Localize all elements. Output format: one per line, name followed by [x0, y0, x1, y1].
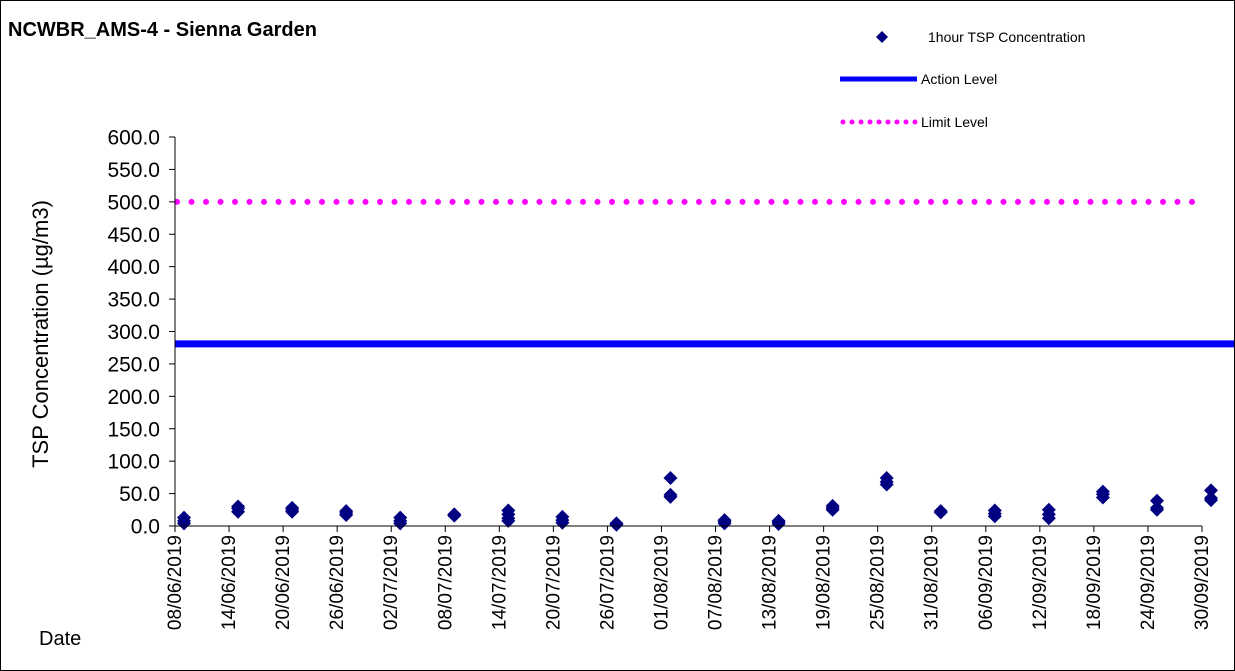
data-point: [501, 503, 516, 518]
legend-label-action-level: Action Level: [921, 71, 997, 87]
y-tick-label: 450.0: [107, 224, 160, 247]
data-point: [393, 510, 408, 525]
x-tick-label: 14/06/2019: [219, 535, 240, 630]
legend-diamond-marker: [876, 31, 888, 43]
data-point: [879, 471, 894, 486]
x-tick-label: 20/06/2019: [273, 535, 294, 630]
y-tick-label: 150.0: [107, 418, 160, 441]
x-tick-label: 02/07/2019: [381, 535, 402, 630]
data-point: [231, 499, 246, 514]
y-tick-label: 250.0: [107, 353, 160, 376]
x-tick-label: 26/06/2019: [327, 535, 348, 630]
data-point: [1204, 483, 1219, 498]
y-tick-label: 600.0: [107, 127, 160, 150]
x-axis: 08/06/2019 14/06/2019 20/06/2019 26/06/2019…: [165, 526, 1213, 630]
legend-label-scatter: 1hour TSP Concentration: [928, 29, 1085, 45]
x-tick-label: 26/07/2019: [597, 535, 618, 630]
x-tick-label: 20/07/2019: [543, 535, 564, 630]
chart-title: NCWBR_AMS-4 - Sienna Garden: [8, 19, 317, 41]
y-tick-label: 100.0: [107, 451, 160, 474]
data-point: [663, 471, 678, 486]
y-axis: 0.0 50.0 100.0 150.0 200.0 250.0 300.0 350.0 400…: [107, 127, 175, 539]
data-point: [987, 503, 1002, 518]
x-tick-label: 14/07/2019: [489, 535, 510, 630]
x-tick-label: 08/06/2019: [165, 535, 186, 630]
x-tick-label: 01/08/2019: [651, 535, 672, 630]
y-tick-label: 550.0: [107, 159, 160, 182]
x-tick-label: 06/09/2019: [976, 535, 997, 630]
y-axis-label: TSP Concentration (µg/m3): [28, 200, 53, 468]
data-point: [933, 504, 948, 519]
legend-label-limit-level: Limit Level: [921, 114, 988, 130]
x-tick-label: 18/09/2019: [1084, 535, 1105, 630]
y-tick-label: 300.0: [107, 321, 160, 344]
reference-lines: [174, 198, 1234, 348]
y-tick-label: 500.0: [107, 191, 160, 214]
data-point: [339, 504, 354, 519]
data-point: [1204, 491, 1219, 506]
legend-item-action-level: Action Level: [840, 71, 997, 87]
data-point: [771, 513, 786, 528]
y-tick-label: 400.0: [107, 256, 160, 279]
data-point: [1149, 500, 1164, 515]
legend-item-limit-level: Limit Level: [840, 114, 988, 130]
x-axis-label: Date: [39, 628, 81, 650]
data-point: [285, 500, 300, 515]
legend: 1hour TSP Concentration Action Level Lim…: [840, 29, 1085, 130]
x-tick-label: 12/09/2019: [1030, 535, 1051, 630]
y-tick-label: 0.0: [131, 516, 160, 539]
data-points: [177, 471, 1219, 532]
data-point: [1149, 493, 1164, 508]
data-point: [1095, 484, 1110, 499]
x-tick-label: 19/08/2019: [814, 535, 835, 630]
data-point: [447, 507, 462, 522]
y-tick-label: 350.0: [107, 289, 160, 312]
x-tick-label: 08/07/2019: [435, 535, 456, 630]
y-tick-label: 200.0: [107, 386, 160, 409]
data-point: [609, 516, 624, 531]
y-tick-label: 50.0: [119, 483, 160, 506]
x-tick-label: 13/08/2019: [760, 535, 781, 630]
data-point: [663, 487, 678, 502]
x-tick-label: 25/08/2019: [868, 535, 889, 630]
data-point: [1041, 502, 1056, 517]
data-point: [825, 498, 840, 513]
x-tick-label: 07/08/2019: [706, 535, 727, 630]
x-tick-label: 24/09/2019: [1138, 535, 1159, 630]
x-tick-label: 30/09/2019: [1192, 535, 1213, 630]
legend-item-scatter: 1hour TSP Concentration: [876, 29, 1085, 45]
data-point: [177, 510, 192, 525]
x-tick-label: 31/08/2019: [922, 535, 943, 630]
data-point: [555, 509, 570, 524]
data-point: [717, 513, 732, 528]
